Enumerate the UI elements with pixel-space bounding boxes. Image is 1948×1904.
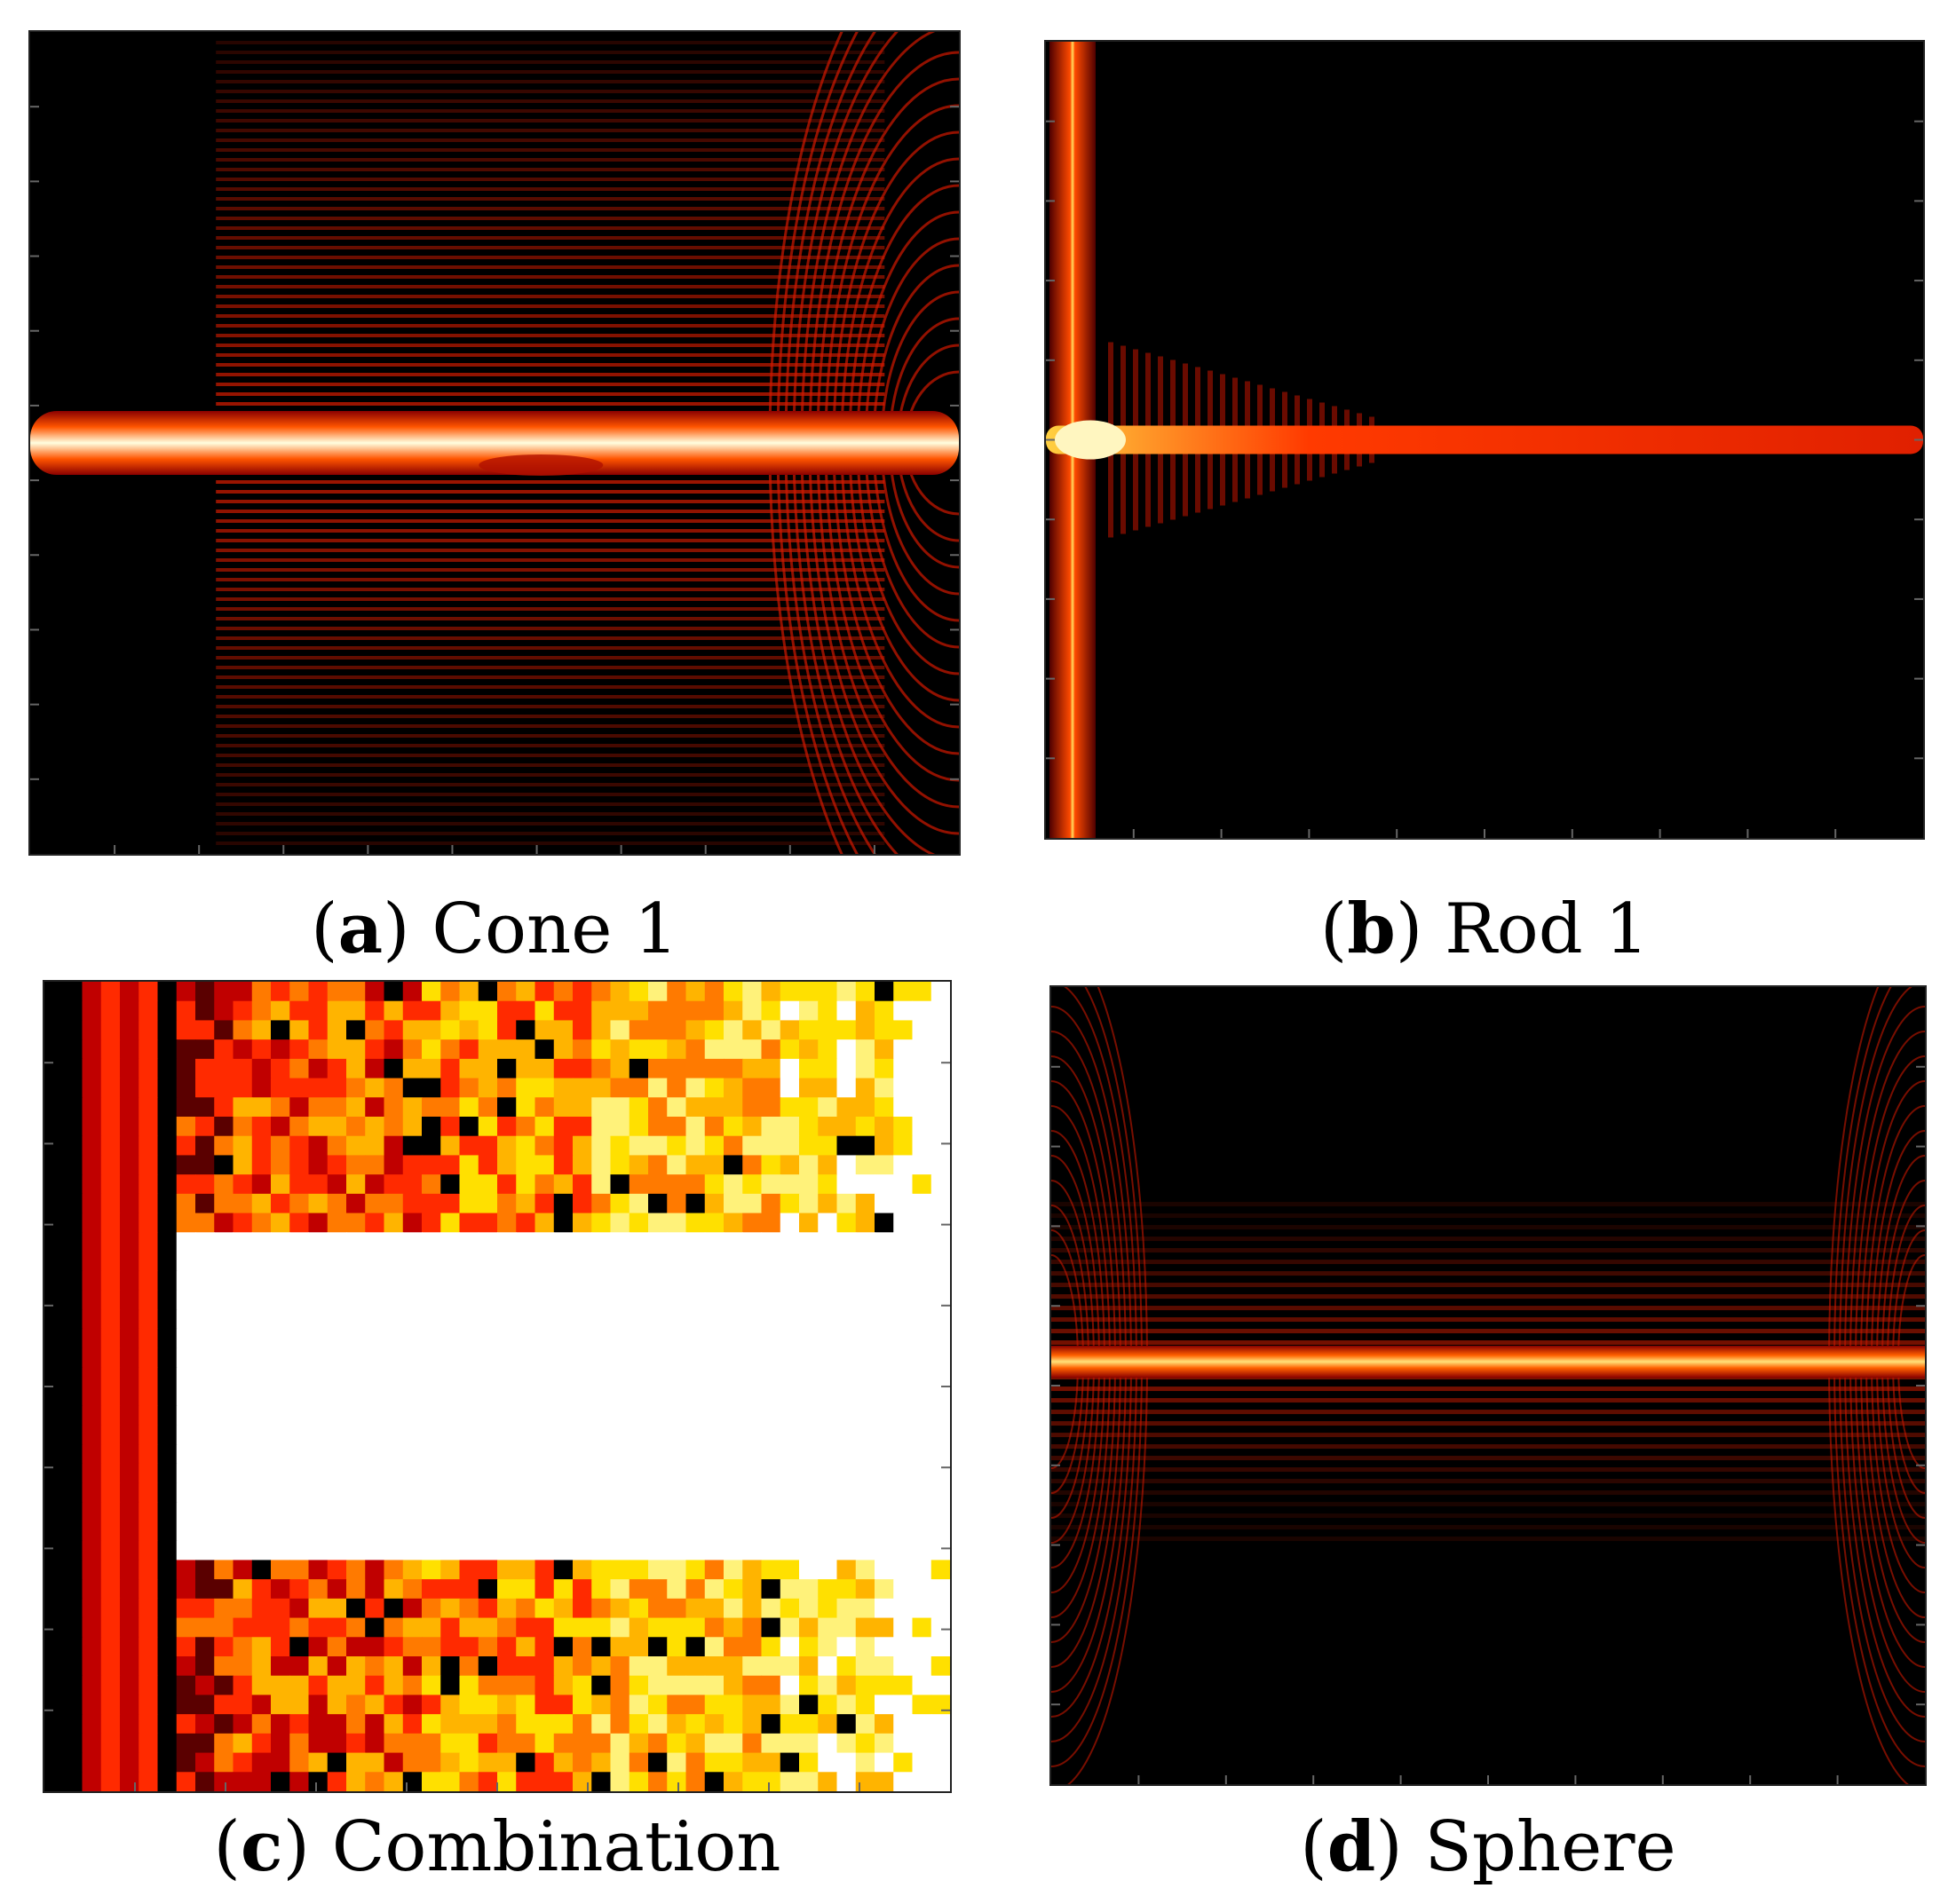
caption-d: (d) Sphere	[1300, 1806, 1676, 1887]
caption-d-letter: d	[1326, 1806, 1376, 1887]
plot-c-svg	[44, 982, 950, 1791]
caption-a-letter: a	[337, 889, 384, 969]
caption-c: (c) Combination	[213, 1806, 781, 1887]
heatmap-d	[1049, 985, 1927, 1786]
heatmap-c	[43, 980, 952, 1793]
caption-a-title: Cone 1	[432, 889, 678, 969]
plot-b-svg	[1046, 42, 1923, 838]
caption-c-letter: c	[240, 1806, 283, 1887]
caption-d-title: Sphere	[1424, 1807, 1676, 1887]
plot-d-svg	[1051, 987, 1925, 1784]
caption-b-letter: b	[1347, 889, 1396, 969]
caption-b-title: Rod 1	[1445, 889, 1650, 969]
caption-a: (a) Cone 1	[311, 889, 678, 969]
caption-c-title: Combination	[331, 1807, 781, 1887]
plot-a-svg	[30, 32, 959, 854]
caption-b: (b) Rod 1	[1319, 889, 1650, 969]
heatmap-b	[1044, 40, 1925, 840]
heatmap-a	[28, 30, 961, 856]
